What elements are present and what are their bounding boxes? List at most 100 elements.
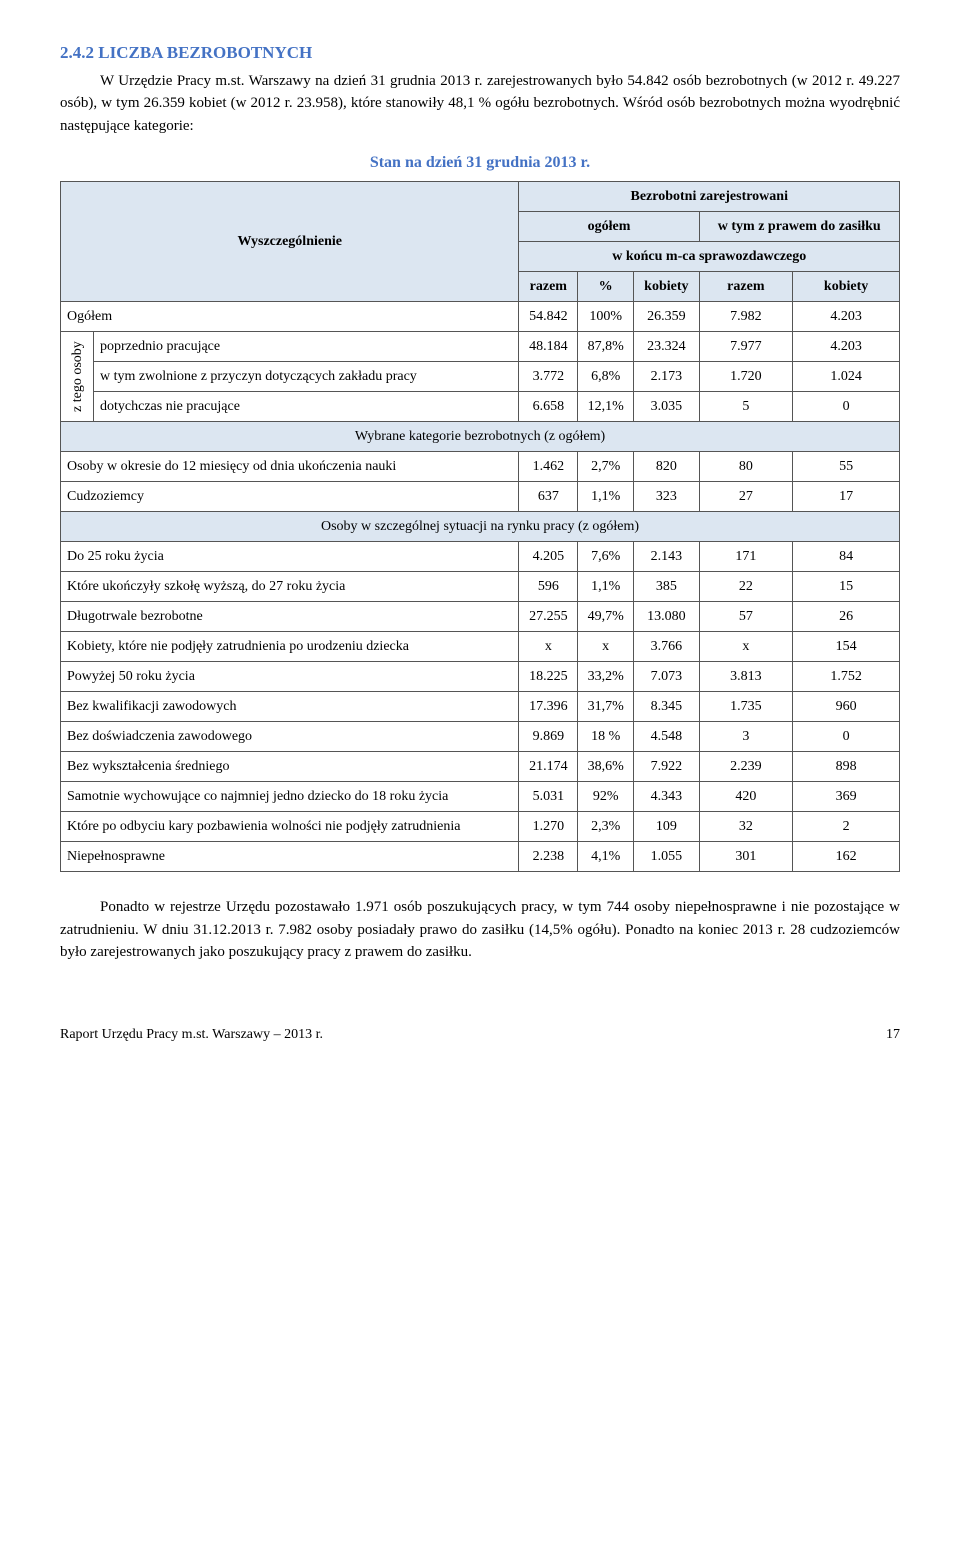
cell-value: 6,8%	[578, 362, 634, 392]
cell-value: 100%	[578, 302, 634, 332]
cell-label: w tym zwolnione z przyczyn dotyczących z…	[94, 362, 519, 392]
cell-label: Powyżej 50 roku życia	[61, 662, 519, 692]
cell-value: 18 %	[578, 722, 634, 752]
cell-label: Osoby w okresie do 12 miesięcy od dnia u…	[61, 452, 519, 482]
cell-value: 301	[699, 842, 793, 872]
page-number: 17	[886, 1024, 900, 1045]
cell-value: 0	[793, 392, 900, 422]
cell-value: 21.174	[519, 752, 578, 782]
cell-value: 171	[699, 542, 793, 572]
vert-label: z tego osoby	[61, 332, 94, 422]
cell-label: dotychczas nie pracujące	[94, 392, 519, 422]
cell-value: 2,3%	[578, 812, 634, 842]
cell-value: 960	[793, 692, 900, 722]
hdr-prawem: w tym z prawem do zasiłku	[699, 212, 900, 242]
cell-value: 8.345	[634, 692, 699, 722]
cell-value: 4.203	[793, 302, 900, 332]
cell-value: 4.205	[519, 542, 578, 572]
table-row: Które ukończyły szkołę wyższą, do 27 rok…	[61, 572, 900, 602]
cell-value: 2	[793, 812, 900, 842]
cell-value: 3	[699, 722, 793, 752]
cell-value: 0	[793, 722, 900, 752]
table-row: Kobiety, które nie podjęły zatrudnienia …	[61, 632, 900, 662]
table-row: w tym zwolnione z przyczyn dotyczących z…	[61, 362, 900, 392]
cell-value: 820	[634, 452, 699, 482]
cell-value: 33,2%	[578, 662, 634, 692]
cell-value: 87,8%	[578, 332, 634, 362]
cell-label: poprzednio pracujące	[94, 332, 519, 362]
cell-value: 5.031	[519, 782, 578, 812]
cell-value: 637	[519, 482, 578, 512]
cell-value: 1.735	[699, 692, 793, 722]
cell-label: Bez wykształcenia średniego	[61, 752, 519, 782]
cell-value: 154	[793, 632, 900, 662]
cell-value: 3.766	[634, 632, 699, 662]
hdr-kobiety-2: kobiety	[793, 272, 900, 302]
cell-label: Cudzoziemcy	[61, 482, 519, 512]
hdr-razem-2: razem	[699, 272, 793, 302]
cell-value: 17	[793, 482, 900, 512]
cell-value: 18.225	[519, 662, 578, 692]
cell-value: 80	[699, 452, 793, 482]
cell-value: 162	[793, 842, 900, 872]
cell-value: 4,1%	[578, 842, 634, 872]
cell-value: 7.977	[699, 332, 793, 362]
cell-value: 12,1%	[578, 392, 634, 422]
table-row: dotychczas nie pracujące 6.658 12,1% 3.0…	[61, 392, 900, 422]
table-row: Ogółem 54.842 100% 26.359 7.982 4.203	[61, 302, 900, 332]
hdr-razem-1: razem	[519, 272, 578, 302]
cell-value: 27.255	[519, 602, 578, 632]
cell-label: Do 25 roku życia	[61, 542, 519, 572]
table-row: Cudzoziemcy 637 1,1% 323 27 17	[61, 482, 900, 512]
cell-label: Samotnie wychowujące co najmniej jedno d…	[61, 782, 519, 812]
cell-value: 84	[793, 542, 900, 572]
closing-paragraph: Ponadto w rejestrze Urzędu pozostawało 1…	[60, 896, 900, 964]
hdr-wyszczegolnienie: Wyszczególnienie	[61, 182, 519, 302]
cell-value: 1.024	[793, 362, 900, 392]
band-row: Osoby w szczególnej sytuacji na rynku pr…	[61, 512, 900, 542]
table-row: Długotrwale bezrobotne27.25549,7%13.0805…	[61, 602, 900, 632]
cell-label: Bez doświadczenia zawodowego	[61, 722, 519, 752]
cell-value: 1,1%	[578, 572, 634, 602]
cell-value: 1.270	[519, 812, 578, 842]
cell-label: Które ukończyły szkołę wyższą, do 27 rok…	[61, 572, 519, 602]
cell-value: 49,7%	[578, 602, 634, 632]
cell-value: 2,7%	[578, 452, 634, 482]
data-table: Wyszczególnienie Bezrobotni zarejestrowa…	[60, 181, 900, 872]
cell-label: Niepełnosprawne	[61, 842, 519, 872]
cell-value: 31,7%	[578, 692, 634, 722]
intro-paragraph: W Urzędzie Pracy m.st. Warszawy na dzień…	[60, 70, 900, 138]
cell-value: 27	[699, 482, 793, 512]
cell-value: 5	[699, 392, 793, 422]
cell-label: Długotrwale bezrobotne	[61, 602, 519, 632]
table-row: Do 25 roku życia4.2057,6%2.14317184	[61, 542, 900, 572]
cell-value: 55	[793, 452, 900, 482]
cell-value: x	[519, 632, 578, 662]
cell-value: 7.073	[634, 662, 699, 692]
table-row: Bez wykształcenia średniego21.17438,6%7.…	[61, 752, 900, 782]
cell-value: 3.813	[699, 662, 793, 692]
cell-value: 1,1%	[578, 482, 634, 512]
cell-value: 2.173	[634, 362, 699, 392]
cell-value: 15	[793, 572, 900, 602]
cell-value: 2.238	[519, 842, 578, 872]
cell-value: 2.143	[634, 542, 699, 572]
table-row: Powyżej 50 roku życia18.22533,2%7.0733.8…	[61, 662, 900, 692]
cell-value: 1.752	[793, 662, 900, 692]
table-row: Bez kwalifikacji zawodowych17.39631,7%8.…	[61, 692, 900, 722]
cell-value: 385	[634, 572, 699, 602]
cell-value: 57	[699, 602, 793, 632]
table-row: Niepełnosprawne2.2384,1%1.055301162	[61, 842, 900, 872]
cell-value: 22	[699, 572, 793, 602]
cell-value: 92%	[578, 782, 634, 812]
cell-value: 1.720	[699, 362, 793, 392]
cell-value: 898	[793, 752, 900, 782]
cell-value: 48.184	[519, 332, 578, 362]
hdr-pct: %	[578, 272, 634, 302]
table-row: Bez doświadczenia zawodowego9.86918 %4.5…	[61, 722, 900, 752]
table-row: Które po odbyciu kary pozbawienia wolnoś…	[61, 812, 900, 842]
table-row: z tego osoby poprzednio pracujące 48.184…	[61, 332, 900, 362]
cell-value: x	[699, 632, 793, 662]
cell-value: 32	[699, 812, 793, 842]
hdr-ogolem: ogółem	[519, 212, 699, 242]
